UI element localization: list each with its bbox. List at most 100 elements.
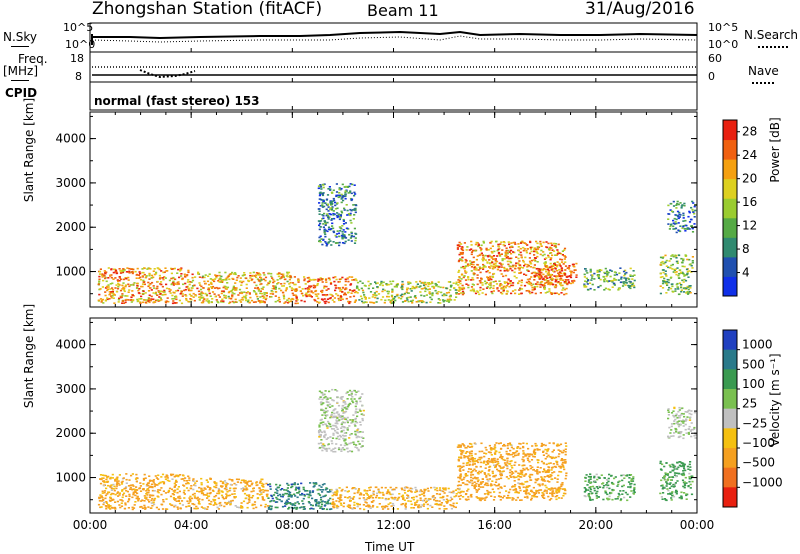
cell (460, 453, 463, 456)
cell (470, 476, 473, 479)
cell (349, 237, 352, 239)
cell (662, 256, 665, 258)
cell (455, 283, 458, 285)
cell (223, 505, 226, 508)
cell (561, 461, 565, 464)
cell (629, 267, 632, 270)
cell (220, 300, 223, 302)
cell (116, 287, 120, 290)
cell (563, 293, 566, 296)
cell (257, 272, 260, 274)
cell (602, 279, 606, 281)
cell (514, 488, 517, 491)
cell (522, 442, 525, 444)
cell (255, 506, 258, 509)
cell (127, 276, 130, 279)
cell (275, 291, 278, 293)
cell (475, 491, 478, 493)
cell (506, 460, 509, 462)
cell (682, 281, 685, 283)
cell (547, 475, 550, 478)
cell (110, 484, 113, 486)
cell (535, 274, 538, 277)
cell (364, 298, 367, 300)
cell (552, 283, 555, 286)
cell (193, 503, 196, 506)
cell (318, 210, 321, 212)
cell (319, 235, 322, 238)
cell (480, 244, 483, 247)
cell (460, 479, 463, 481)
cell (389, 301, 392, 303)
cell (387, 508, 390, 510)
cell (187, 289, 191, 292)
cell (355, 204, 358, 207)
cell (480, 482, 483, 485)
cell (324, 494, 327, 497)
cell (270, 505, 273, 508)
cell (604, 267, 607, 270)
cell (327, 218, 330, 220)
region-0-1 (191, 271, 295, 305)
cell (505, 257, 508, 259)
cell (338, 278, 341, 281)
cell (493, 452, 497, 454)
cell (675, 222, 678, 225)
cell (114, 478, 117, 481)
cell (273, 287, 276, 290)
cell (609, 269, 612, 271)
cell (130, 296, 133, 298)
cell (431, 292, 434, 294)
cell (325, 300, 328, 303)
cell (153, 503, 156, 506)
cell (510, 460, 513, 462)
cell (360, 297, 364, 300)
cell (121, 489, 124, 491)
cell (564, 453, 567, 456)
cell (426, 487, 429, 490)
cell (560, 277, 563, 280)
cell (481, 498, 484, 500)
cell (509, 453, 512, 456)
cell (334, 287, 337, 289)
cell (332, 276, 335, 279)
cell (481, 259, 485, 262)
cell (180, 302, 184, 305)
cell (535, 490, 538, 493)
cell (518, 264, 521, 266)
region-0-3 (355, 280, 459, 305)
cell (464, 483, 467, 486)
cell (394, 299, 397, 302)
cell (557, 455, 560, 458)
cell (142, 292, 145, 295)
cell (362, 291, 365, 294)
cell (502, 288, 505, 290)
cell (167, 489, 170, 492)
cell (327, 499, 330, 501)
cell (321, 204, 324, 206)
cell (259, 301, 262, 304)
cell (232, 301, 236, 304)
cell (419, 506, 422, 508)
cell (499, 465, 502, 468)
cell (333, 504, 336, 506)
cell (624, 284, 627, 286)
cell (557, 449, 560, 451)
cell (464, 266, 467, 268)
cell (671, 268, 674, 270)
cell (350, 231, 353, 234)
cell (465, 283, 468, 285)
cell (184, 282, 187, 285)
cell (308, 280, 311, 282)
cell (503, 268, 506, 270)
cell (447, 299, 450, 302)
cell (299, 494, 302, 496)
cell (334, 201, 337, 204)
freq-unit-label: [MHz] (3, 64, 39, 78)
cell (118, 474, 121, 476)
cell (533, 250, 536, 253)
cell (677, 288, 680, 290)
cell (495, 260, 499, 263)
cell (481, 267, 484, 269)
cell (340, 490, 343, 492)
